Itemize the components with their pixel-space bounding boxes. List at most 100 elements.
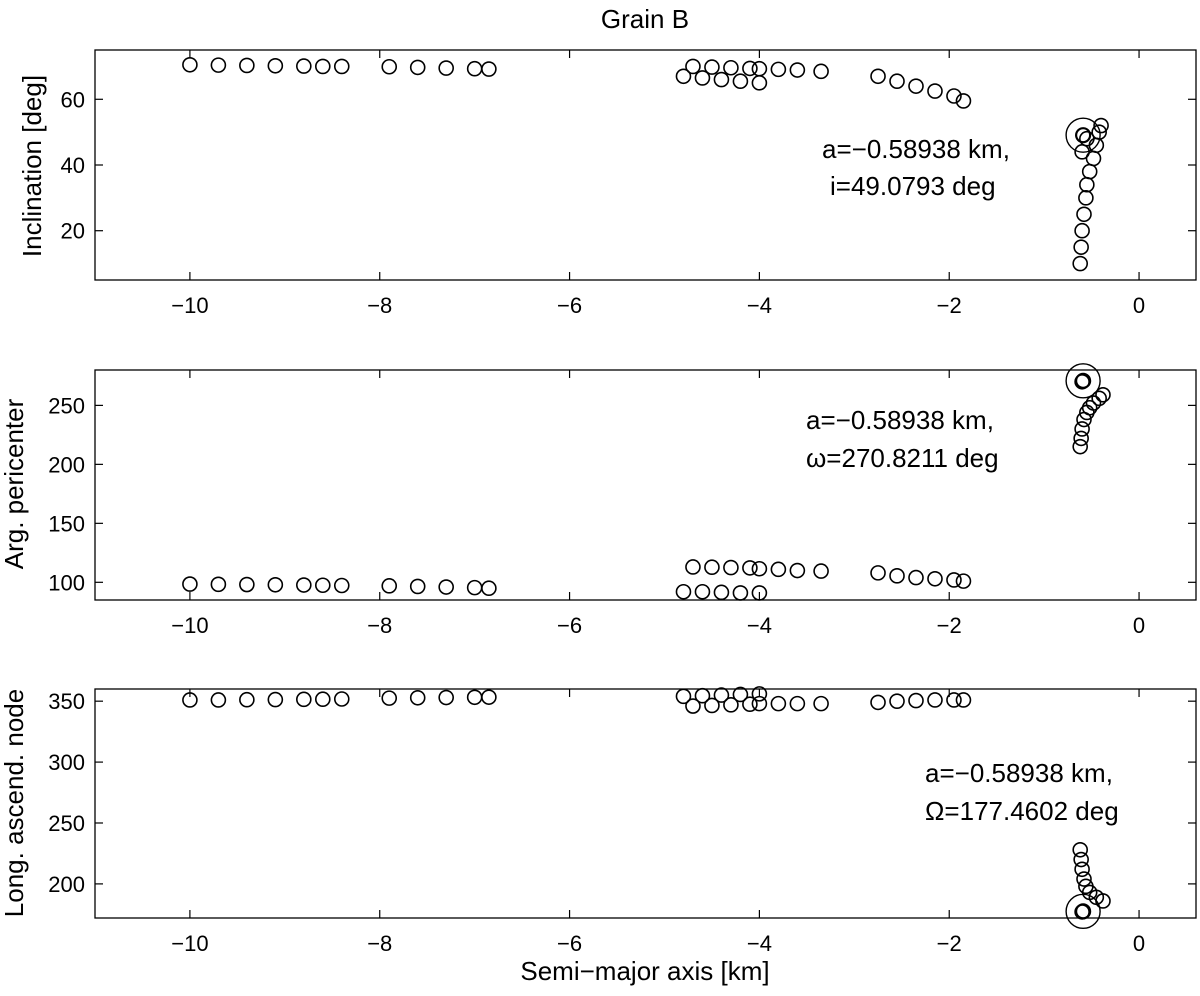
highlight-point xyxy=(1075,903,1092,920)
x-tick-label: −2 xyxy=(937,613,962,638)
data-point xyxy=(927,570,943,587)
data-point xyxy=(723,59,739,76)
data-point xyxy=(381,58,398,75)
data-point xyxy=(296,58,312,74)
data-point xyxy=(789,562,806,579)
data-point xyxy=(770,695,787,712)
y-tick-label: 60 xyxy=(61,87,85,112)
data-point xyxy=(908,692,924,709)
x-tick-label: −6 xyxy=(557,613,582,638)
data-point xyxy=(296,691,312,708)
data-point xyxy=(182,576,198,592)
x-tick-label: −10 xyxy=(171,613,208,638)
highlight-point xyxy=(1075,372,1092,389)
data-point xyxy=(210,576,227,593)
x-tick-label: −8 xyxy=(367,293,392,318)
data-point xyxy=(946,572,962,588)
data-point xyxy=(182,56,198,73)
data-point xyxy=(481,61,497,77)
highlight-point xyxy=(1075,127,1092,144)
data-point xyxy=(333,58,350,75)
data-point xyxy=(742,60,758,77)
data-point xyxy=(409,689,426,706)
data-point xyxy=(751,686,768,702)
data-point xyxy=(1073,430,1089,447)
x-tick-label: −6 xyxy=(557,293,582,318)
data-point xyxy=(239,576,255,593)
data-point xyxy=(789,695,806,712)
data-point xyxy=(1073,239,1089,255)
data-point xyxy=(1074,222,1090,239)
data-point xyxy=(210,57,227,73)
data-point xyxy=(946,692,962,708)
data-point xyxy=(694,583,711,600)
y-tick-label: 100 xyxy=(48,570,85,595)
x-tick-label: 0 xyxy=(1133,613,1145,638)
data-point xyxy=(813,63,829,80)
data-point xyxy=(723,697,739,713)
data-point xyxy=(333,691,350,707)
data-point xyxy=(751,75,768,91)
data-point xyxy=(182,692,198,708)
data-point xyxy=(210,692,227,708)
inclination-panel: Inclination [deg] a=−0.58938 km, i=49.07… xyxy=(17,49,1197,318)
data-point xyxy=(751,695,768,712)
data-point xyxy=(685,698,701,714)
data-point xyxy=(685,559,701,575)
data-point xyxy=(1073,851,1089,868)
data-point xyxy=(381,690,398,706)
x-tick-label: −2 xyxy=(937,931,962,956)
data-point xyxy=(927,692,943,708)
data-point xyxy=(751,560,768,577)
plot-frame xyxy=(94,688,1197,919)
data-point xyxy=(1074,421,1090,437)
data-point xyxy=(466,60,483,77)
data-point xyxy=(789,62,806,78)
data-point xyxy=(742,696,758,713)
data-point xyxy=(889,568,905,584)
y-tick-label: 350 xyxy=(48,689,85,714)
data-point xyxy=(870,694,886,711)
data-point xyxy=(685,58,701,75)
y-tick-label: 40 xyxy=(61,153,85,178)
data-point xyxy=(732,686,749,703)
data-point xyxy=(713,71,730,88)
data-point xyxy=(955,93,972,109)
data-point xyxy=(1072,841,1089,858)
data-point xyxy=(723,559,739,576)
highlight-circle xyxy=(1065,117,1101,153)
data-point xyxy=(296,577,312,593)
x-tick-label: −2 xyxy=(937,293,962,318)
arg-pericenter-panel: Arg. pericenter a=−0.58938 km, ω=270.821… xyxy=(0,363,1197,638)
data-point xyxy=(870,565,886,581)
x-axis-label: Semi−major axis [km] xyxy=(520,956,769,986)
data-point xyxy=(675,688,692,705)
data-point xyxy=(481,689,497,705)
data-point xyxy=(239,691,255,708)
data-point xyxy=(1076,871,1092,887)
data-point xyxy=(1093,117,1109,134)
data-point xyxy=(889,693,905,709)
y-tick-label: 200 xyxy=(48,452,85,477)
data-point xyxy=(438,689,454,706)
annotation-line-2: i=49.0793 deg xyxy=(830,171,996,201)
data-point xyxy=(409,578,426,595)
data-point xyxy=(813,695,829,712)
data-point xyxy=(713,687,730,703)
data-point xyxy=(770,561,787,578)
y-tick-label: 150 xyxy=(48,511,85,536)
y-axis-label: Long. ascend. node xyxy=(0,689,29,917)
x-tick-label: −4 xyxy=(747,613,772,638)
data-point xyxy=(267,576,284,593)
x-tick-label: −4 xyxy=(747,931,772,956)
figure-title: Grain B xyxy=(601,4,689,34)
data-point xyxy=(1081,399,1098,416)
data-point xyxy=(438,579,454,595)
y-tick-label: 200 xyxy=(48,872,85,897)
data-point xyxy=(1095,386,1111,403)
data-point xyxy=(955,573,972,589)
data-point xyxy=(1079,130,1095,147)
x-tick-label: 0 xyxy=(1133,931,1145,956)
data-point xyxy=(333,577,350,594)
